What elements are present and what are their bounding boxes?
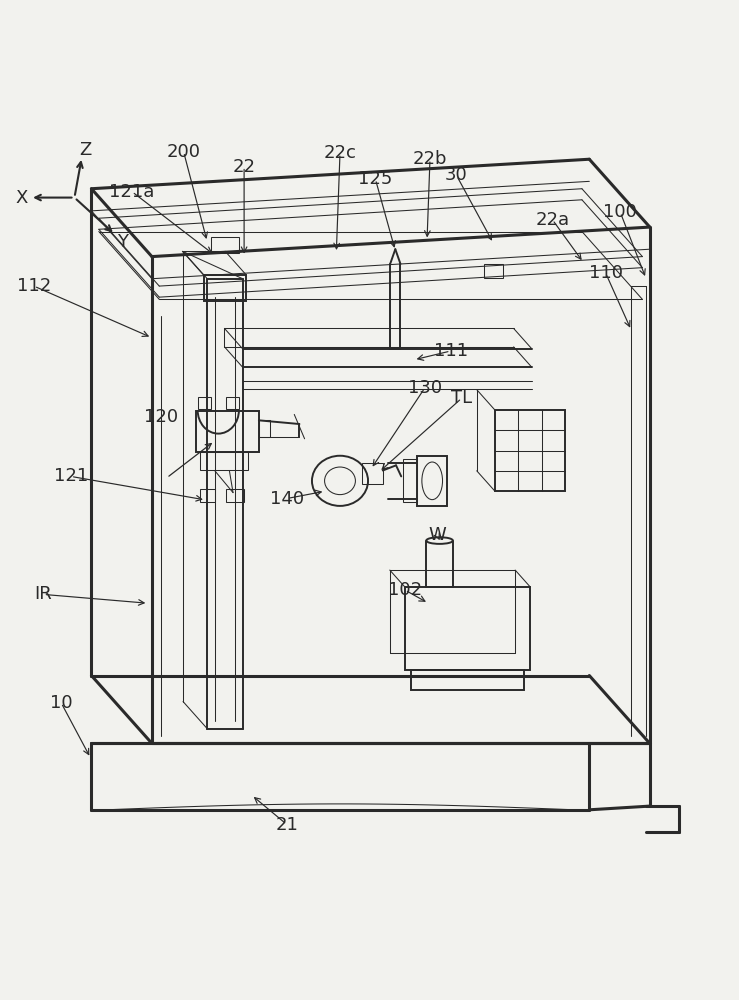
Text: Z: Z [79, 141, 92, 159]
Text: 130: 130 [408, 379, 442, 397]
Text: 112: 112 [17, 277, 51, 295]
Text: 121: 121 [54, 467, 88, 485]
Bar [225, 397, 239, 409]
Bar [418, 456, 447, 506]
Bar [405, 587, 531, 670]
Bar [203, 275, 246, 301]
Bar [200, 489, 214, 502]
Bar [225, 489, 244, 502]
Bar [211, 237, 239, 253]
Text: 140: 140 [270, 490, 304, 508]
Text: 10: 10 [50, 694, 72, 712]
Text: 30: 30 [445, 166, 468, 184]
Bar [259, 420, 270, 437]
Text: 125: 125 [358, 170, 392, 188]
Text: 22a: 22a [535, 211, 570, 229]
Bar [403, 459, 418, 502]
Text: Y: Y [117, 233, 128, 251]
Bar [495, 410, 565, 491]
Text: 110: 110 [588, 264, 622, 282]
Text: W: W [429, 526, 446, 544]
Text: 22b: 22b [413, 150, 447, 168]
Bar [411, 670, 525, 690]
Text: X: X [16, 189, 27, 207]
Text: IR: IR [35, 585, 52, 603]
Bar [200, 452, 248, 470]
Bar [484, 264, 503, 278]
Text: 120: 120 [144, 408, 179, 426]
Bar [362, 463, 383, 484]
Text: 102: 102 [388, 581, 422, 599]
Text: TL: TL [451, 389, 472, 407]
Bar [197, 397, 211, 409]
Text: 200: 200 [166, 143, 200, 161]
Text: 121a: 121a [109, 183, 154, 201]
Bar [196, 411, 259, 452]
Text: 22c: 22c [324, 144, 356, 162]
Text: 100: 100 [603, 203, 637, 221]
Text: 111: 111 [434, 342, 468, 360]
Text: 21: 21 [276, 816, 299, 834]
Text: 22: 22 [233, 158, 256, 176]
